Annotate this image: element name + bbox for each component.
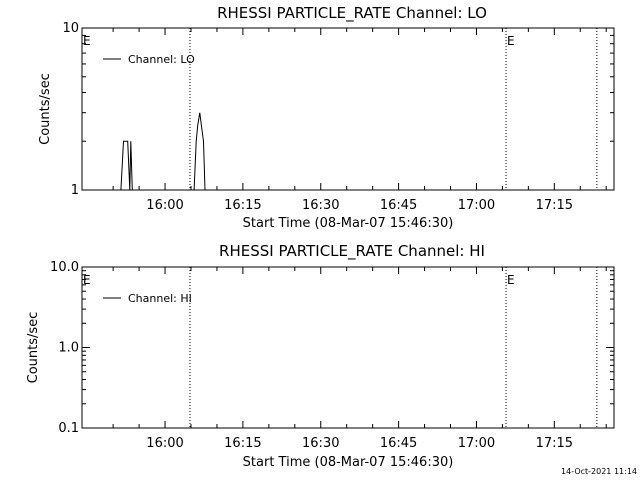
x-tick-label: 17:15 [536, 436, 573, 451]
x-tick-label: 16:00 [146, 198, 183, 213]
legend-label: Channel: HI [128, 292, 192, 305]
event-marker: E [83, 273, 91, 287]
x-axis-label: Start Time (08-Mar-07 15:46:30) [243, 455, 454, 470]
y-axis-label: Counts/sec [38, 73, 53, 145]
x-tick-label: 16:30 [302, 436, 339, 451]
y-tick-label: 1 [71, 183, 79, 198]
x-tick-label: 16:15 [224, 436, 261, 451]
footer-timestamp: 14-Oct-2021 11:14 [561, 467, 637, 476]
series-line [120, 112, 206, 191]
y-tick-label: 1.0 [58, 341, 79, 356]
x-tick-label: 16:30 [302, 198, 339, 213]
x-tick-label: 16:45 [380, 198, 417, 213]
x-tick-label: 17:15 [536, 198, 573, 213]
x-tick-label: 16:15 [224, 198, 261, 213]
hi-channel-panel: RHESSI PARTICLE_RATE Channel: HI Start Ti… [26, 242, 615, 470]
legend-label: Channel: LO [128, 53, 195, 66]
x-tick-label: 16:00 [146, 436, 183, 451]
y-tick-label: 10.0 [50, 260, 79, 275]
event-marker: E [83, 34, 91, 48]
x-tick-label: 17:00 [458, 198, 495, 213]
x-axis-label: Start Time (08-Mar-07 15:46:30) [243, 216, 454, 231]
y-axis-label: Counts/sec [26, 312, 41, 384]
event-marker: E [507, 273, 515, 287]
chart-title: RHESSI PARTICLE_RATE Channel: LO [217, 4, 487, 23]
lo-channel-panel: RHESSI PARTICLE_RATE Channel: LO Start Ti… [38, 4, 615, 231]
y-tick-label: 0.1 [58, 421, 79, 436]
x-tick-label: 16:45 [380, 436, 417, 451]
x-tick-label: 17:00 [458, 436, 495, 451]
y-tick-label: 10 [62, 21, 79, 36]
chart-title: RHESSI PARTICLE_RATE Channel: HI [219, 242, 485, 261]
event-marker: E [507, 34, 515, 48]
plot-frame [81, 27, 615, 191]
